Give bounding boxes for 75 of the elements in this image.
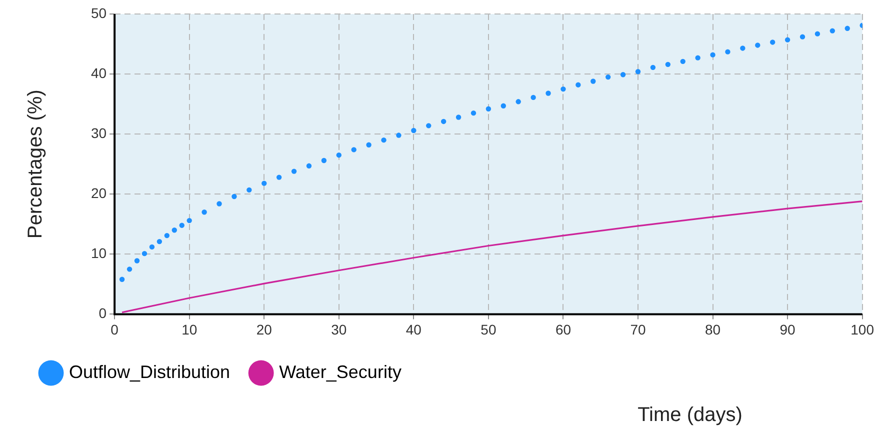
point <box>486 106 492 112</box>
point <box>321 158 327 164</box>
point <box>306 163 312 168</box>
point <box>725 49 730 54</box>
point <box>755 42 760 48</box>
point <box>156 238 162 244</box>
point <box>291 168 297 174</box>
point <box>470 110 476 116</box>
x-tick-label: 60 <box>555 321 572 338</box>
y-tick-label: 0 <box>98 305 107 322</box>
point <box>172 228 177 233</box>
legend-label: Outflow_Distribution <box>69 362 230 382</box>
point <box>830 28 836 34</box>
point <box>426 123 432 128</box>
point <box>366 142 372 148</box>
point <box>800 34 806 40</box>
legend-label: Water_Security <box>279 362 402 382</box>
x-axis-title: Time (days) <box>636 404 744 427</box>
point <box>740 46 746 51</box>
point <box>440 118 446 124</box>
point <box>635 69 641 74</box>
point <box>650 64 656 70</box>
point <box>186 218 192 224</box>
point <box>516 99 521 104</box>
y-tick-label: 40 <box>90 64 107 81</box>
point <box>560 86 566 92</box>
point <box>770 40 776 45</box>
point <box>546 90 551 96</box>
x-tick-label: 10 <box>182 321 198 338</box>
point <box>216 201 222 206</box>
point <box>142 250 148 256</box>
point <box>530 94 536 100</box>
point <box>665 62 671 68</box>
x-tick-label: 20 <box>256 321 272 338</box>
y-axis-title: Percentages (%) <box>24 90 47 239</box>
point <box>126 266 132 272</box>
point <box>814 31 820 36</box>
x-tick-label: 30 <box>331 321 347 338</box>
point <box>164 232 170 238</box>
point <box>179 222 184 228</box>
point <box>710 52 716 58</box>
point <box>680 58 686 64</box>
point <box>844 26 850 32</box>
point <box>590 78 596 84</box>
point <box>500 103 506 108</box>
x-tick-label: 40 <box>406 321 422 338</box>
point <box>232 194 237 200</box>
point <box>396 132 402 138</box>
y-tick-label: 50 <box>90 4 107 21</box>
y-tick-label: 30 <box>90 124 107 141</box>
point <box>134 258 140 264</box>
point <box>262 180 267 186</box>
point <box>246 187 252 193</box>
point <box>202 210 207 215</box>
point <box>576 82 581 88</box>
point <box>336 152 342 158</box>
x-tick-label: 0 <box>110 321 119 338</box>
y-tick-label: 10 <box>90 245 107 262</box>
x-tick-label: 100 <box>850 321 874 338</box>
point <box>695 55 700 60</box>
x-tick-label: 90 <box>780 321 796 338</box>
point <box>784 37 790 42</box>
point <box>351 147 356 152</box>
point <box>276 174 282 180</box>
x-tick-label: 70 <box>630 321 646 338</box>
y-tick-label: 20 <box>90 184 107 201</box>
point <box>605 74 611 80</box>
point <box>119 276 125 282</box>
point <box>149 244 155 250</box>
point <box>381 137 386 143</box>
point <box>411 128 416 134</box>
point <box>620 72 626 78</box>
x-tick-label: 50 <box>480 321 496 338</box>
x-tick-label: 80 <box>704 321 721 338</box>
point <box>456 114 462 120</box>
